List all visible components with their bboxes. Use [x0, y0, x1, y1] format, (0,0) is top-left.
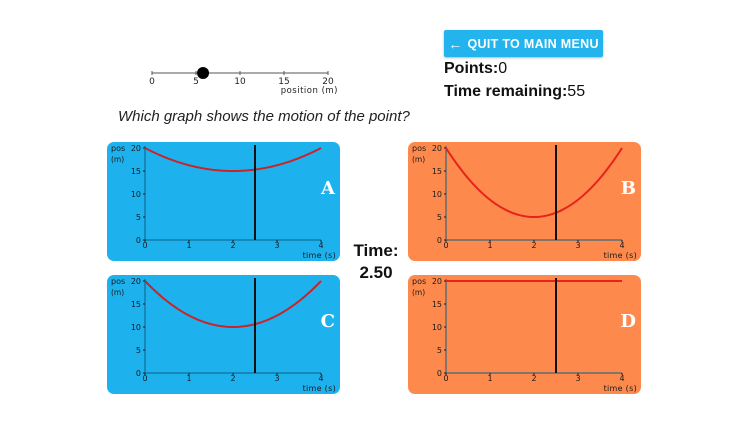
- svg-text:20: 20: [432, 144, 442, 153]
- current-time-display: Time: 2.50: [346, 240, 406, 284]
- time-value: 2.50: [359, 263, 393, 282]
- svg-text:10: 10: [432, 323, 442, 332]
- svg-text:0: 0: [437, 369, 442, 378]
- svg-text:0: 0: [142, 241, 147, 250]
- svg-text:3: 3: [575, 241, 580, 250]
- position-time-chart: 0 5 10 15 20 0 1 2 3 4 pos (m) time (s): [111, 144, 336, 260]
- position-axis-label: position (m): [281, 86, 338, 96]
- svg-text:0: 0: [142, 374, 147, 383]
- position-time-chart: 0 5 10 15 20 0 1 2 3 4 pos (m) time (s): [111, 277, 336, 393]
- svg-text:4: 4: [318, 241, 323, 250]
- svg-text:(m): (m): [412, 155, 425, 164]
- svg-text:time (s): time (s): [303, 251, 336, 260]
- points-display: Points:0: [444, 60, 507, 78]
- option-letter: D: [620, 311, 636, 332]
- svg-text:15: 15: [278, 77, 289, 87]
- position-number-line: 0 5 10 15 20 position (m): [140, 58, 350, 98]
- svg-text:2: 2: [531, 374, 536, 383]
- svg-text:0: 0: [136, 369, 141, 378]
- position-point: [197, 67, 210, 79]
- svg-text:(m): (m): [111, 155, 124, 164]
- svg-text:15: 15: [131, 167, 141, 176]
- quit-button-label: QUIT TO MAIN MENU: [467, 36, 599, 51]
- svg-text:3: 3: [575, 374, 580, 383]
- quit-to-main-menu-button[interactable]: ← QUIT TO MAIN MENU: [444, 30, 603, 57]
- svg-text:(m): (m): [412, 288, 425, 297]
- position-time-chart: 0 5 10 15 20 0 1 2 3 4 pos (m) time (s): [412, 144, 637, 260]
- svg-text:time (s): time (s): [604, 384, 637, 393]
- svg-text:20: 20: [131, 144, 141, 153]
- svg-text:2: 2: [230, 241, 235, 250]
- svg-text:1: 1: [487, 241, 492, 250]
- svg-text:2: 2: [531, 241, 536, 250]
- svg-text:pos: pos: [111, 144, 125, 153]
- svg-text:pos: pos: [412, 144, 426, 153]
- svg-text:1: 1: [186, 241, 191, 250]
- number-line-svg: 0 5 10 15 20 position (m): [149, 67, 338, 96]
- svg-text:10: 10: [432, 190, 442, 199]
- time-remaining-value: 55: [567, 83, 586, 100]
- svg-text:5: 5: [193, 77, 199, 87]
- svg-text:4: 4: [619, 241, 624, 250]
- svg-text:pos: pos: [412, 277, 426, 286]
- svg-text:0: 0: [443, 241, 448, 250]
- svg-text:3: 3: [274, 241, 279, 250]
- points-value: 0: [498, 60, 508, 77]
- svg-text:5: 5: [136, 213, 141, 222]
- position-time-chart: 0 5 10 15 20 0 1 2 3 4 pos (m) time (s): [412, 277, 637, 393]
- svg-text:(m): (m): [111, 288, 124, 297]
- points-label: Points:: [444, 60, 499, 77]
- svg-text:time (s): time (s): [604, 251, 637, 260]
- arrow-left-icon: ←: [448, 35, 463, 52]
- svg-text:20: 20: [432, 277, 442, 286]
- time-label: Time:: [353, 241, 399, 260]
- svg-text:15: 15: [131, 300, 141, 309]
- svg-text:4: 4: [318, 374, 323, 383]
- svg-text:1: 1: [487, 374, 492, 383]
- svg-text:10: 10: [234, 77, 246, 87]
- svg-text:0: 0: [136, 236, 141, 245]
- svg-text:1: 1: [186, 374, 191, 383]
- svg-text:10: 10: [131, 323, 141, 332]
- time-remaining-display: Time remaining:55: [444, 83, 585, 101]
- option-letter: C: [320, 311, 335, 332]
- question-text: Which graph shows the motion of the poin…: [118, 108, 410, 125]
- svg-text:pos: pos: [111, 277, 125, 286]
- graph-option-c[interactable]: 0 5 10 15 20 0 1 2 3 4 pos (m) time (s) C: [107, 275, 340, 394]
- svg-text:5: 5: [437, 346, 442, 355]
- svg-text:15: 15: [432, 300, 442, 309]
- svg-text:4: 4: [619, 374, 624, 383]
- svg-text:10: 10: [131, 190, 141, 199]
- svg-text:5: 5: [136, 346, 141, 355]
- svg-text:0: 0: [437, 236, 442, 245]
- graph-option-a[interactable]: 0 5 10 15 20 0 1 2 3 4 pos (m) time (s) A: [107, 142, 340, 261]
- svg-text:0: 0: [149, 77, 155, 87]
- svg-text:0: 0: [443, 374, 448, 383]
- svg-text:time (s): time (s): [303, 384, 336, 393]
- option-letter: A: [321, 178, 335, 199]
- graph-option-d[interactable]: 0 5 10 15 20 0 1 2 3 4 pos (m) time (s) D: [408, 275, 641, 394]
- option-letter: B: [620, 178, 636, 199]
- svg-text:2: 2: [230, 374, 235, 383]
- svg-text:15: 15: [432, 167, 442, 176]
- svg-text:3: 3: [274, 374, 279, 383]
- time-remaining-label: Time remaining:: [444, 83, 568, 100]
- svg-text:20: 20: [322, 77, 334, 87]
- svg-text:20: 20: [131, 277, 141, 286]
- svg-text:5: 5: [437, 213, 442, 222]
- graph-option-b[interactable]: 0 5 10 15 20 0 1 2 3 4 pos (m) time (s) B: [408, 142, 641, 261]
